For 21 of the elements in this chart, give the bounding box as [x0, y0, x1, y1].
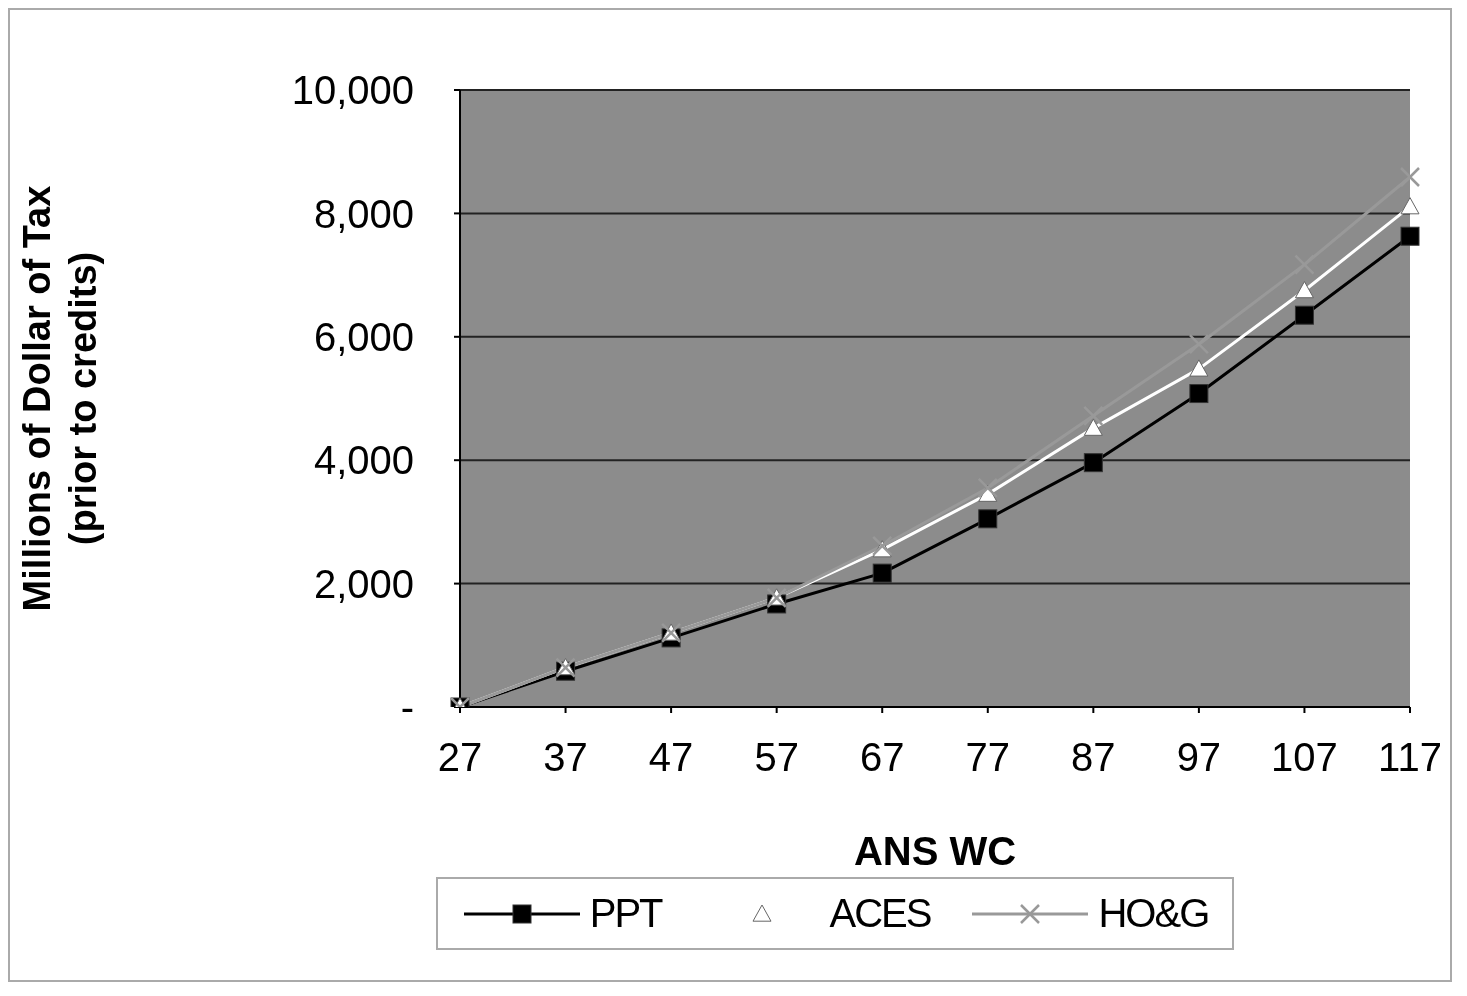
y-tick-label: 4,000: [313, 438, 414, 483]
y-tick-label: 8,000: [313, 191, 414, 236]
x-tick-label: 97: [1176, 735, 1222, 780]
legend-label: ACES: [829, 891, 931, 936]
y-tick-label: -: [400, 685, 414, 730]
y-tick-label: 6,000: [313, 315, 414, 359]
y-tick-label: 2,000: [313, 561, 414, 606]
legend-label: HO&G: [1098, 891, 1209, 936]
x-tick-label: 27: [437, 735, 483, 780]
x-tick-label: 67: [859, 735, 905, 780]
y-axis-title: Millions of Dollar of Tax (prior to credits): [16, 185, 104, 612]
y-tick-label: 10,000: [291, 68, 414, 113]
x-axis-title: ANS WC: [853, 829, 1017, 874]
legend-label: PPT: [589, 891, 662, 936]
x-tick-label: 47: [648, 735, 694, 780]
x-tick-label: 87: [1071, 735, 1116, 780]
x-tick-label: 107: [1271, 735, 1338, 780]
x-tick-label: 37: [543, 735, 588, 780]
x-tick-label: 57: [754, 735, 799, 780]
x-tick-label: 117: [1378, 735, 1442, 780]
x-tick-label: 77: [965, 735, 1011, 780]
